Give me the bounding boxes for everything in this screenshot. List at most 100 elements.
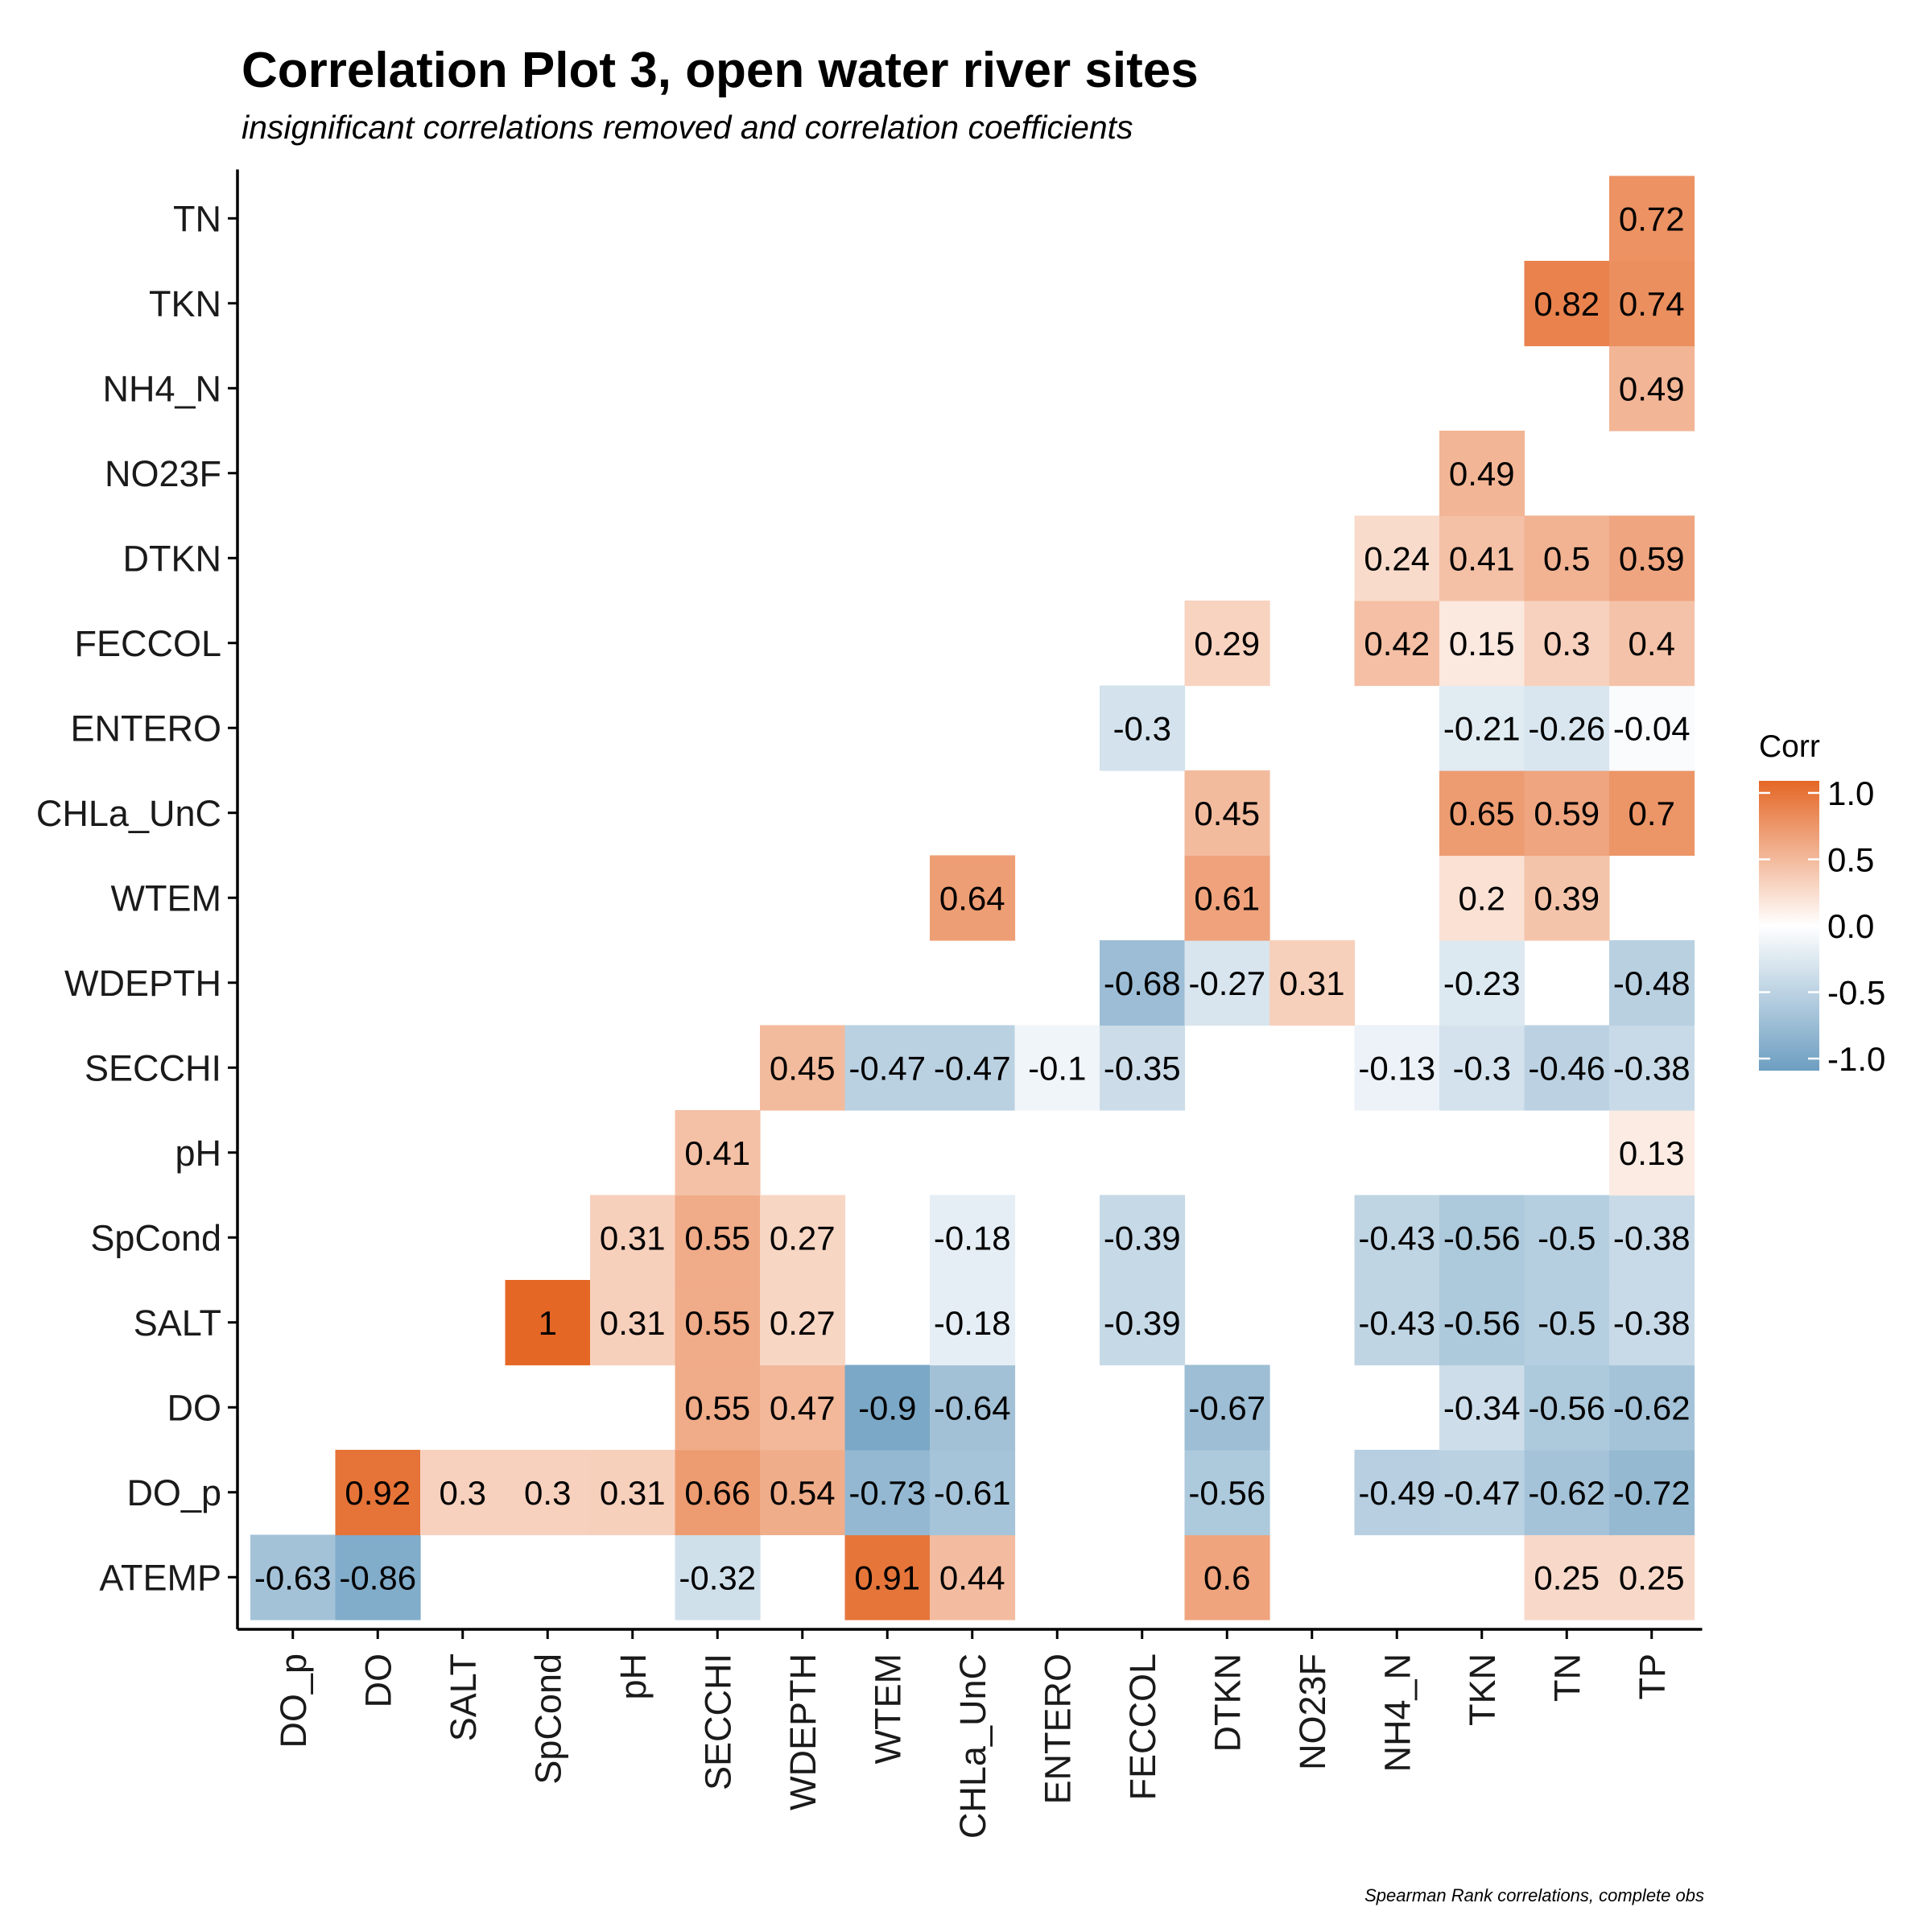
heatmap-cell — [505, 1280, 591, 1366]
cell-value-label: 0.6 — [1203, 1558, 1250, 1596]
heatmap-cell — [1439, 1364, 1525, 1451]
cell-value-label: 0.74 — [1619, 285, 1685, 323]
heatmap-cell — [1609, 1534, 1695, 1620]
legend-tick-label: 0.5 — [1827, 841, 1874, 879]
chart-caption: Spearman Rank correlations, complete obs — [1364, 1885, 1704, 1905]
cell-value-label: 0.41 — [684, 1134, 750, 1172]
heatmap-cell — [1184, 1364, 1270, 1451]
heatmap-cell — [1439, 685, 1525, 771]
y-tick-label: CHLa_UnC — [36, 793, 221, 834]
legend-tick-label: 0.0 — [1827, 907, 1874, 945]
y-tick-label: FECCOL — [74, 623, 221, 664]
cell-value-label: 0.55 — [684, 1304, 750, 1342]
heatmap-cell — [1439, 601, 1525, 687]
cell-value-label: 0.92 — [345, 1474, 411, 1512]
heatmap-cell — [844, 1534, 931, 1620]
heatmap-cell — [930, 1195, 1016, 1281]
cell-value-label: 0.31 — [1279, 964, 1345, 1002]
heatmap-cell — [1354, 1025, 1440, 1111]
heatmap-cell — [1439, 1280, 1525, 1366]
x-tick-label: DO_p — [273, 1653, 314, 1748]
x-tick-label: DTKN — [1207, 1653, 1248, 1752]
heatmap-cell — [760, 1025, 846, 1111]
cell-value-label: 0.2 — [1459, 879, 1505, 917]
legend-title: Corr — [1759, 729, 1820, 764]
cell-value-label: 0.59 — [1534, 795, 1600, 832]
cell-value-label: -0.47 — [848, 1049, 926, 1087]
cell-value-label: 0.25 — [1534, 1558, 1600, 1596]
heatmap-cell — [675, 1280, 761, 1366]
heatmap-cell — [675, 1364, 761, 1451]
heatmap-cell — [1524, 1450, 1610, 1536]
heatmap-cell — [675, 1110, 761, 1196]
heatmap-cell — [760, 1280, 846, 1366]
heatmap-cell — [1100, 685, 1186, 771]
heatmap-cell — [930, 1025, 1016, 1111]
chart-title: Correlation Plot 3, open water river sit… — [242, 43, 1199, 98]
cell-value-label: -0.32 — [679, 1558, 756, 1596]
cell-value-label: 0.66 — [684, 1474, 750, 1512]
y-tick-label: DO_p — [126, 1472, 221, 1513]
cell-value-label: 0.27 — [770, 1304, 836, 1342]
heatmap-cell — [1439, 515, 1525, 601]
heatmap-cell — [1439, 1195, 1525, 1281]
cell-value-label: -0.72 — [1613, 1474, 1690, 1512]
cell-value-label: 0.55 — [684, 1219, 750, 1257]
y-tick-label: TN — [173, 198, 221, 239]
heatmap-cell — [930, 1450, 1016, 1536]
heatmap-cell — [1524, 685, 1610, 771]
heatmap-cell — [1439, 1025, 1525, 1111]
heatmap-cell — [1014, 1025, 1100, 1111]
heatmap-cell — [1184, 601, 1270, 687]
heatmap-cells — [250, 175, 1695, 1620]
cell-value-label: -0.3 — [1453, 1049, 1511, 1087]
y-tick-label: NH4_N — [102, 368, 221, 409]
cell-value-label: 0.82 — [1534, 285, 1600, 323]
heatmap-cell — [590, 1195, 676, 1281]
heatmap-cell — [1439, 1450, 1525, 1536]
heatmap-cell — [1439, 431, 1525, 517]
heatmap-cell — [1184, 770, 1270, 857]
legend-ticks: 1.0 0.5 0.0 -0.5 -1.0 — [1759, 774, 1885, 1078]
heatmap-cell — [844, 1025, 931, 1111]
heatmap-cell — [1609, 685, 1695, 771]
cell-value-label: 0.45 — [770, 1049, 836, 1087]
heatmap-cell — [1524, 261, 1610, 347]
cell-value-label: 0.44 — [939, 1558, 1005, 1596]
axes — [228, 169, 1703, 1639]
cell-value-label: -0.9 — [858, 1389, 916, 1426]
cell-value-label: -0.27 — [1188, 964, 1265, 1002]
heatmap-cell — [760, 1364, 846, 1451]
heatmap-cell — [1184, 1450, 1270, 1536]
cell-value-label: -0.47 — [934, 1049, 1011, 1087]
x-tick-label: SpCond — [527, 1653, 568, 1785]
x-tick-label: DO — [357, 1653, 398, 1708]
heatmap-cell — [1100, 1025, 1186, 1111]
cell-value-label: 0.64 — [939, 879, 1005, 917]
x-tick-label: TN — [1546, 1653, 1587, 1702]
cell-value-label: 0.41 — [1449, 539, 1515, 577]
heatmap-cell — [1100, 940, 1186, 1026]
cell-value-label: -0.18 — [934, 1219, 1011, 1257]
y-tick-label: DTKN — [123, 538, 222, 579]
heatmap-cell — [1609, 601, 1695, 687]
y-tick-label: WTEM — [111, 877, 221, 919]
cell-value-label: -0.26 — [1528, 709, 1605, 747]
cell-value-label: -0.04 — [1613, 709, 1690, 747]
heatmap-cell — [1269, 940, 1356, 1026]
chart-subtitle: insignificant correlations removed and c… — [242, 109, 1133, 146]
heatmap-cell — [1184, 1534, 1270, 1620]
cell-value-label: 0.49 — [1619, 369, 1685, 407]
heatmap-cell — [1354, 1280, 1440, 1366]
heatmap-cell — [1524, 1025, 1610, 1111]
heatmap-cell — [930, 1364, 1016, 1451]
heatmap-cell — [1354, 515, 1440, 601]
legend-tick-label: -0.5 — [1827, 974, 1885, 1012]
heatmap-cell — [1439, 770, 1525, 857]
x-tick-label: NH4_N — [1377, 1653, 1418, 1773]
cell-value-label: -0.43 — [1358, 1219, 1435, 1257]
cell-value-label: 0.31 — [600, 1474, 666, 1512]
heatmap-cell — [1609, 345, 1695, 431]
cell-value-label: -0.64 — [934, 1389, 1011, 1426]
